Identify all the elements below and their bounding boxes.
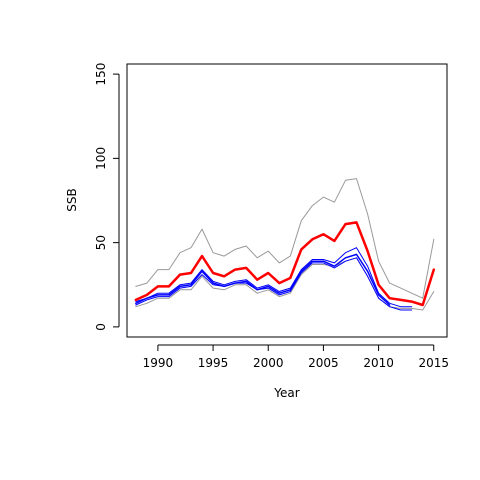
- plot-frame: [126, 63, 448, 338]
- x-tick-label: 2010: [363, 356, 394, 370]
- x-tick-label: 1990: [143, 356, 174, 370]
- y-axis: 0 50 100 150: [94, 63, 120, 331]
- x-tick-label: 2005: [308, 356, 339, 370]
- x-axis-title: Year: [273, 386, 299, 400]
- series-line-blue-lower: [135, 257, 413, 311]
- series-line-blue-upper: [135, 247, 413, 308]
- x-tick-label: 2015: [418, 356, 449, 370]
- series-line-red-main: [134, 221, 436, 307]
- y-tick-label: 100: [94, 147, 108, 170]
- y-tick-label: 0: [94, 323, 108, 331]
- y-tick-label: 50: [94, 235, 108, 250]
- y-axis-title: SSB: [65, 188, 79, 211]
- x-tick-label: 1995: [198, 356, 229, 370]
- series-layer: [134, 178, 436, 311]
- x-axis: 1990 1995 2000 2005 2010 2015: [143, 344, 449, 370]
- x-tick-label: 2000: [253, 356, 284, 370]
- series-line-grey-upper: [135, 178, 435, 299]
- series-line-blue-main: [135, 253, 391, 306]
- y-tick-label: 150: [94, 63, 108, 86]
